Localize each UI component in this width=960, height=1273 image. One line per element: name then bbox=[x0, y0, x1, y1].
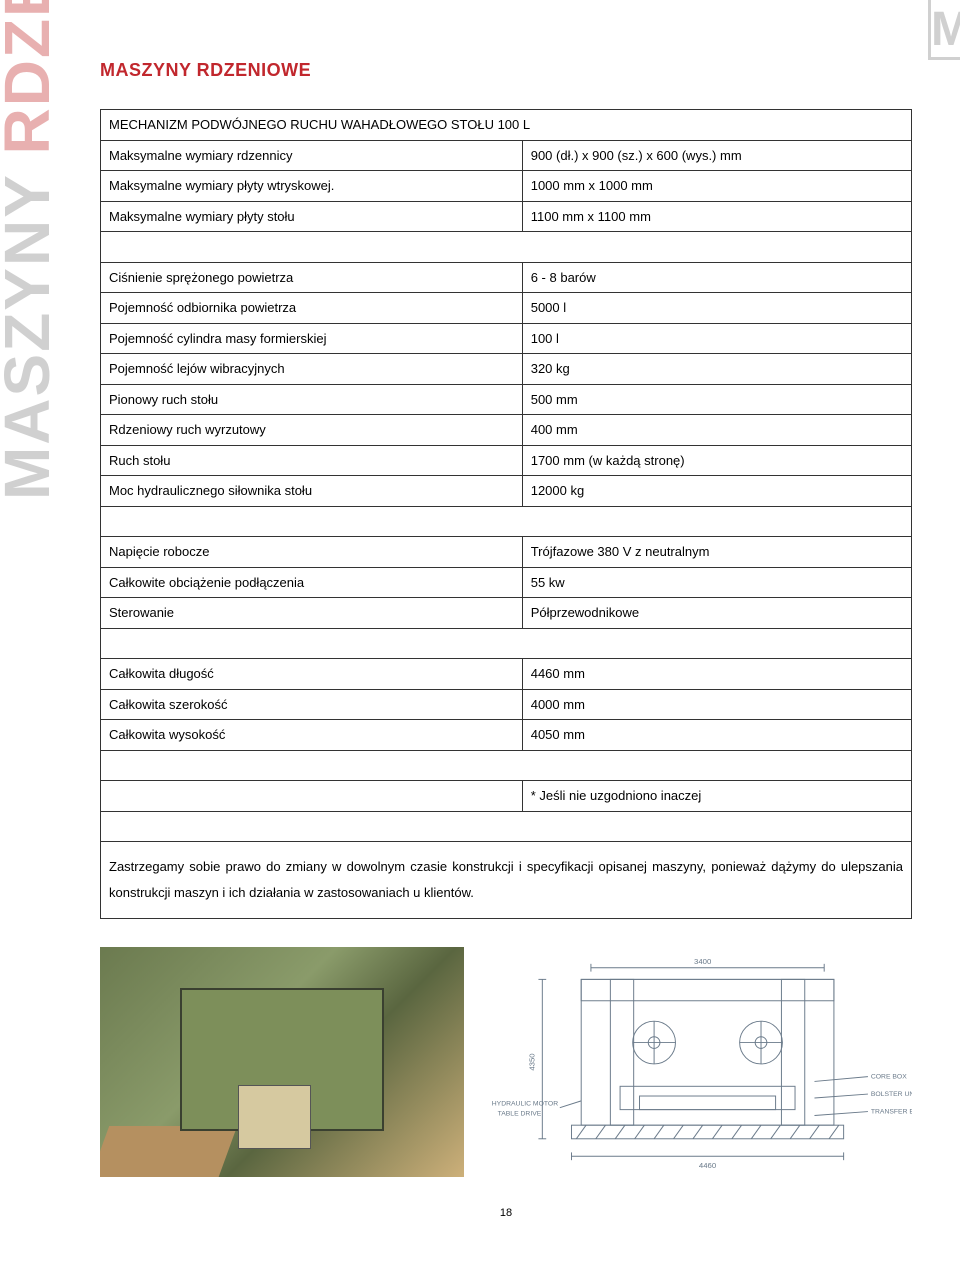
table-row: Całkowita szerokość4000 mm bbox=[101, 689, 912, 720]
spacer-row bbox=[101, 628, 912, 659]
photo-conveyor bbox=[100, 1126, 237, 1177]
table-row: Moc hydraulicznego siłownika stołu12000 … bbox=[101, 476, 912, 507]
technical-drawing: 3400 bbox=[484, 947, 912, 1177]
note-text: * Jeśli nie uzgodniono inaczej bbox=[522, 781, 911, 812]
page-title: MASZYNY RDZENIOWE bbox=[100, 60, 912, 81]
images-row: 3400 bbox=[100, 947, 912, 1177]
label-bolster: BOLSTER UNIT bbox=[871, 1091, 912, 1098]
note-row: * Jeśli nie uzgodniono inaczej bbox=[101, 781, 912, 812]
table-row: Pojemność odbiornika powietrza5000 l bbox=[101, 293, 912, 324]
spacer-row bbox=[101, 811, 912, 842]
drawing-svg: 3400 bbox=[484, 947, 912, 1177]
label-transfer: TRANSFER BOI bbox=[871, 1109, 912, 1116]
label-hyd-motor: HYDRAULIC MOTOR bbox=[492, 1101, 558, 1108]
spec-table: MECHANIZM PODWÓJNEGO RUCHU WAHADŁOWEGO S… bbox=[100, 109, 912, 842]
page-number: 18 bbox=[100, 1207, 912, 1219]
table-row: SterowaniePółprzewodnikowe bbox=[101, 598, 912, 629]
table-row: Maksymalne wymiary płyty stołu1100 mm x … bbox=[101, 201, 912, 232]
table-row: Maksymalne wymiary rdzennicy900 (dł.) x … bbox=[101, 140, 912, 171]
dim-bottom: 4460 bbox=[699, 1161, 717, 1170]
table-row: Ciśnienie sprężonego powietrza6 - 8 baró… bbox=[101, 262, 912, 293]
spacer-row bbox=[101, 232, 912, 263]
table-row: Maksymalne wymiary płyty wtryskowej.1000… bbox=[101, 171, 912, 202]
table-row: Całkowita wysokość4050 mm bbox=[101, 720, 912, 751]
section1-header: MECHANIZM PODWÓJNEGO RUCHU WAHADŁOWEGO S… bbox=[101, 110, 912, 141]
table-row: Pionowy ruch stołu500 mm bbox=[101, 384, 912, 415]
spacer-row bbox=[101, 750, 912, 781]
table-row: Napięcie roboczeTrójfazowe 380 V z neutr… bbox=[101, 537, 912, 568]
side-vertical-text: MASZYNY RDZENIOWE bbox=[0, 0, 64, 500]
table-row: Pojemność lejów wibracyjnych320 kg bbox=[101, 354, 912, 385]
machine-photo bbox=[100, 947, 464, 1177]
photo-control-panel bbox=[238, 1085, 311, 1149]
dim-left: 4350 bbox=[528, 1053, 537, 1071]
dim-top: 3400 bbox=[694, 957, 712, 966]
side-text-gray: MASZYNY bbox=[0, 154, 63, 500]
spacer-row bbox=[101, 506, 912, 537]
side-text-pink: RDZENIOWE bbox=[0, 0, 63, 154]
label-table-drive: TABLE DRIVE bbox=[498, 1110, 542, 1117]
table-row: Całkowita długość4460 mm bbox=[101, 659, 912, 690]
table-row: Ruch stołu1700 mm (w każdą stronę) bbox=[101, 445, 912, 476]
label-core-box: CORE BOX bbox=[871, 1074, 907, 1081]
table-row: Całkowite obciążenie podłączenia55 kw bbox=[101, 567, 912, 598]
disclaimer-text: Zastrzegamy sobie prawo do zmiany w dowo… bbox=[100, 842, 912, 919]
table-row: Pojemność cylindra masy formierskiej100 … bbox=[101, 323, 912, 354]
table-row: Rdzeniowy ruch wyrzutowy400 mm bbox=[101, 415, 912, 446]
